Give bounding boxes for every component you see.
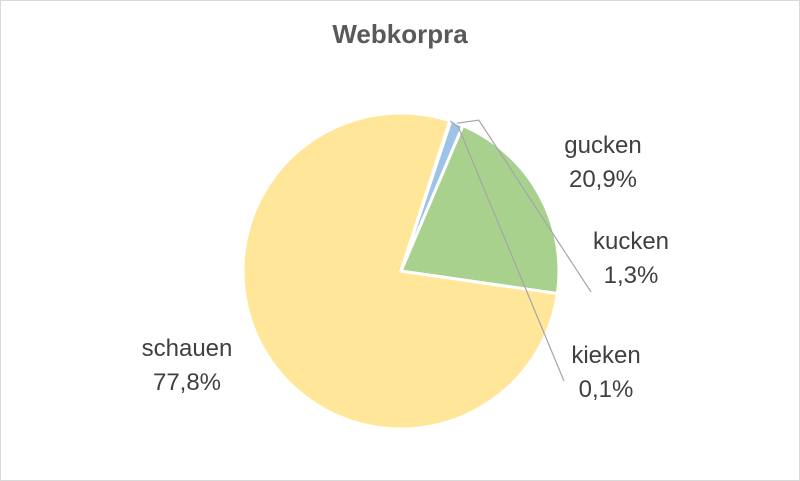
pie-slices [241,111,561,431]
leader-line-kucken [456,119,592,293]
data-label-kieken: kieken 0,1% [571,342,640,403]
data-labels: schauen 77,8% gucken 20,9% kucken 1,3% kieken 0… [142,132,669,403]
data-label-gucken: gucken 20,9% [564,132,641,193]
leader-line-kieken [449,120,565,382]
leader-lines [449,119,592,382]
chart-title: Webkorpra [332,19,468,49]
data-label-kucken: kucken 1,3% [593,228,669,289]
pie-slice-gucken [398,123,561,296]
data-label-schauen: schauen 77,8% [142,335,233,396]
